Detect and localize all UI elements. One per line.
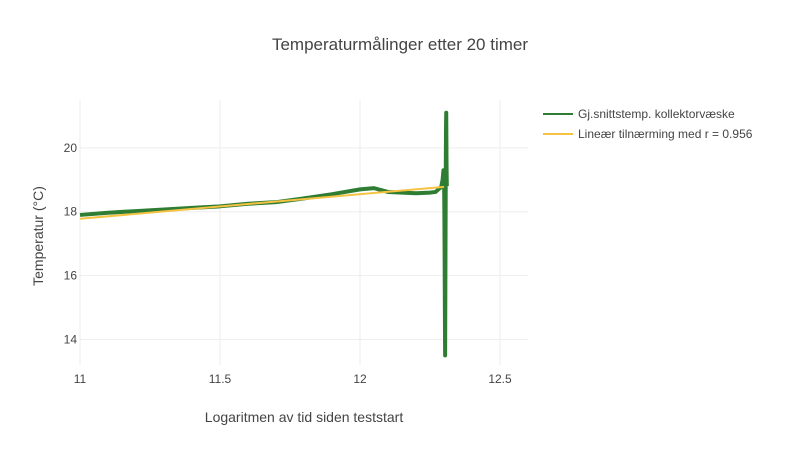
x-tick-label: 11 <box>74 372 87 386</box>
x-tick-label: 12 <box>353 372 367 386</box>
legend-label-series-1[interactable]: Gj.snittstemp. kollektorvæske <box>578 107 735 121</box>
y-tick-label: 20 <box>64 141 78 155</box>
y-axis-ticks: 14 16 18 20 <box>64 141 78 347</box>
legend[interactable]: Gj.snittstemp. kollektorvæske Lineær til… <box>543 107 753 141</box>
y-axis-title: Temperatur (°C) <box>30 186 46 286</box>
x-axis-title: Logaritmen av tid siden teststart <box>205 409 404 425</box>
y-tick-label: 14 <box>64 332 78 346</box>
series-layer <box>79 110 449 358</box>
x-tick-label: 12.5 <box>488 372 512 386</box>
x-axis-ticks: 11 11.5 12 12.5 <box>74 372 512 386</box>
series-line-linear-fit <box>79 185 445 220</box>
x-tick-label: 11.5 <box>209 372 232 386</box>
legend-label-series-2[interactable]: Lineær tilnærming med r = 0.956 <box>578 127 753 141</box>
series-line-measured <box>79 110 449 358</box>
y-tick-label: 18 <box>64 205 78 219</box>
y-tick-label: 16 <box>64 269 78 283</box>
chart-title: Temperaturmålinger etter 20 timer <box>272 35 528 54</box>
grid <box>79 100 528 365</box>
